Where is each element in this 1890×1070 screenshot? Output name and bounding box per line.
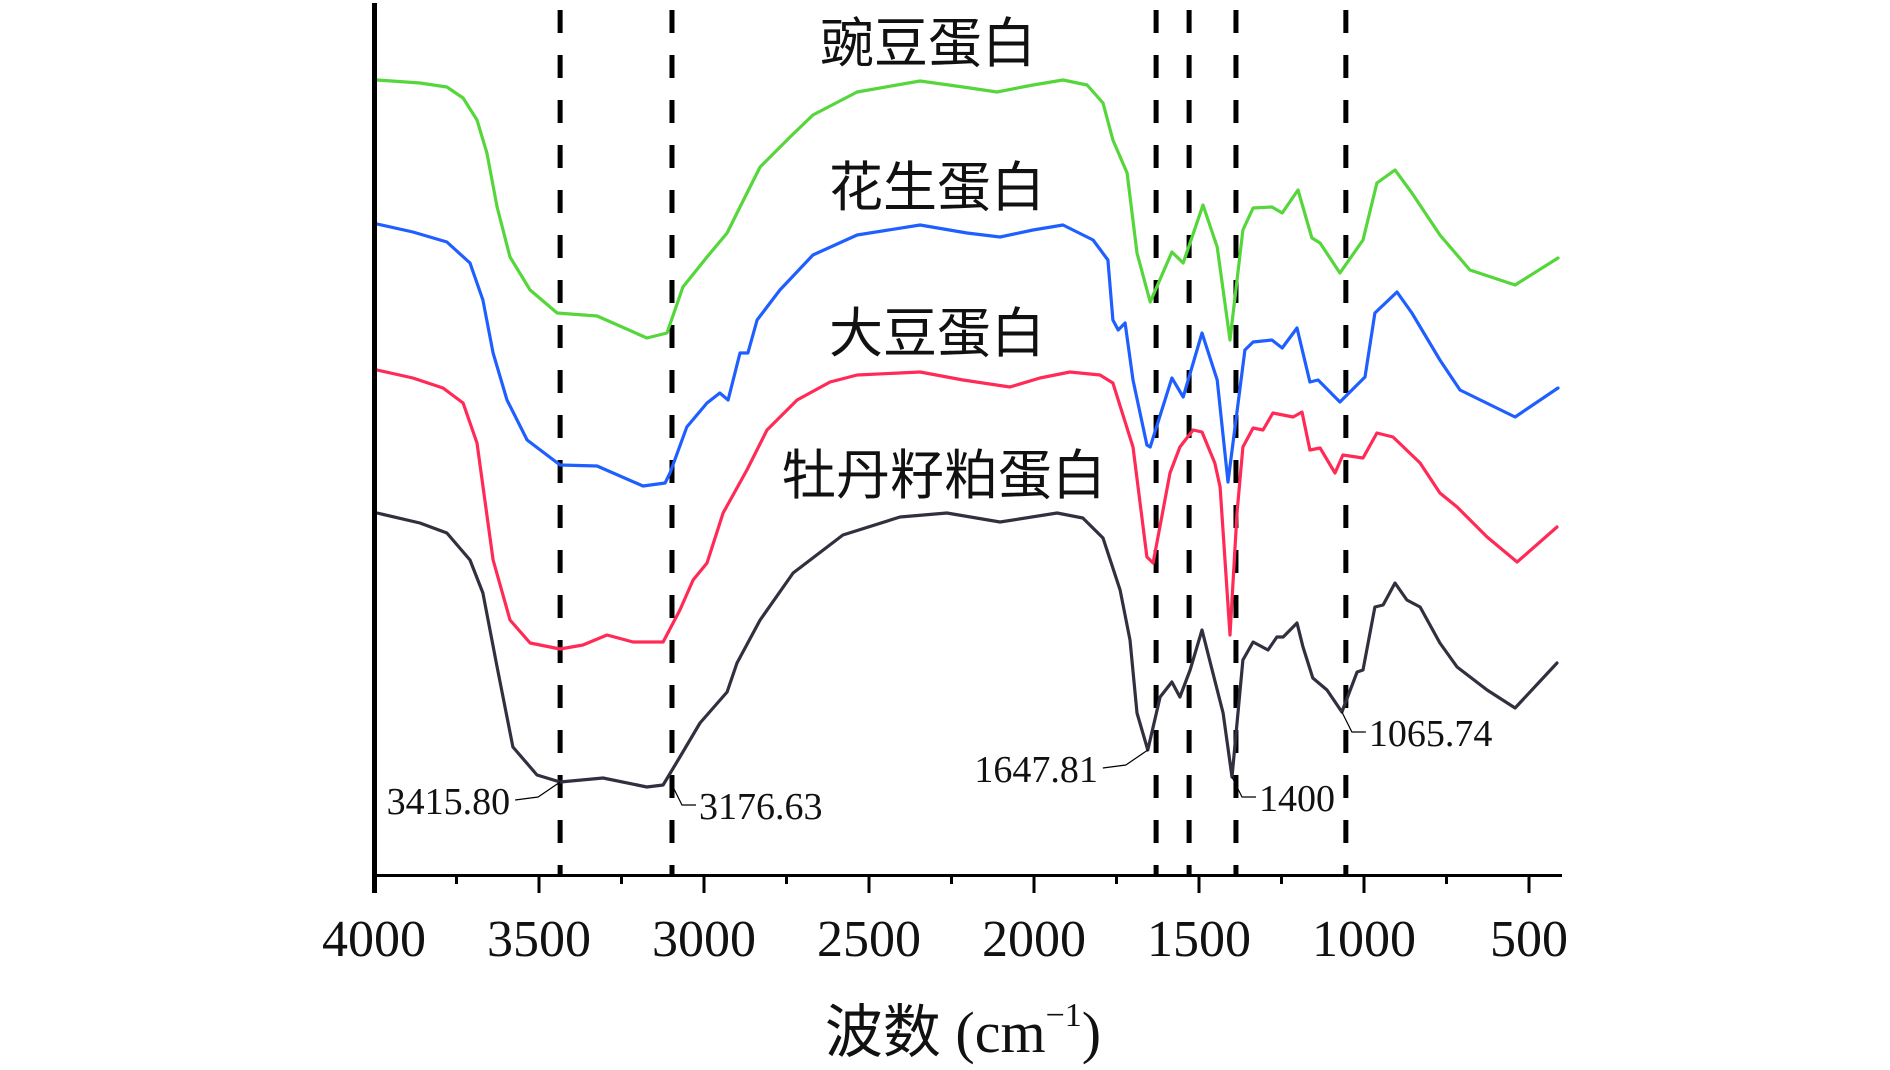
series-line-1 xyxy=(375,222,1560,488)
peak-annotation: 3415.80 xyxy=(387,781,561,823)
x-tick-label: 1000 xyxy=(1312,911,1416,968)
x-axis-title-main: 波数 (cm xyxy=(825,1000,1046,1065)
series-line-3 xyxy=(375,511,1559,789)
x-tick-label: 3000 xyxy=(652,911,756,968)
peak-label: 3176.63 xyxy=(699,786,823,828)
peak-annotation: 3176.63 xyxy=(671,784,823,828)
x-tick-label: 4000 xyxy=(322,911,426,968)
x-axis-tick-labels: 4000 3500 3000 2500 2000 1500 1000 500 xyxy=(322,911,1568,968)
series-layer xyxy=(375,78,1560,789)
series-line-0 xyxy=(375,78,1560,342)
peak-annotation: 1065.74 xyxy=(1341,711,1493,755)
x-axis-ticks xyxy=(372,875,1531,893)
x-axis-title-close: ) xyxy=(1082,1000,1101,1065)
x-tick-label: 2500 xyxy=(817,911,921,968)
x-tick-label: 500 xyxy=(1490,911,1568,968)
peak-label: 3415.80 xyxy=(387,781,511,823)
annotation-leader-line xyxy=(1231,776,1256,798)
peak-annotations: 3415.80 3176.63 1647.81 1400 1065.74 xyxy=(387,711,1493,828)
annotation-leader-line xyxy=(1341,711,1366,733)
peak-label: 1400 xyxy=(1259,778,1335,820)
x-tick-label: 2000 xyxy=(982,911,1086,968)
series-label-soybean: 大豆蛋白 xyxy=(829,304,1045,364)
peak-annotation: 1647.81 xyxy=(974,749,1149,791)
series-label-peony-seed-meal: 牡丹籽粕蛋白 xyxy=(782,446,1106,506)
x-axis-title-superscript: −1 xyxy=(1046,997,1082,1034)
peak-annotation: 1400 xyxy=(1231,776,1335,820)
peak-label: 1065.74 xyxy=(1369,713,1493,755)
x-axis-title: 波数 (cm−1) xyxy=(825,997,1101,1065)
annotation-leader-line xyxy=(1102,749,1149,769)
series-label-pea: 豌豆蛋白 xyxy=(820,14,1036,74)
series-label-peanut: 花生蛋白 xyxy=(829,158,1045,218)
annotation-leader-line xyxy=(671,784,696,806)
x-tick-label: 3500 xyxy=(487,911,591,968)
peak-label: 1647.81 xyxy=(974,749,1098,791)
annotation-leader-line xyxy=(515,781,561,801)
x-tick-label: 1500 xyxy=(1147,911,1251,968)
series-line-2 xyxy=(375,368,1559,651)
